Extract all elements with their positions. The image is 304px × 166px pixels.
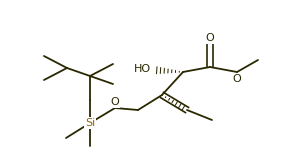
Text: HO: HO — [134, 64, 151, 74]
Text: O: O — [233, 74, 241, 84]
Text: O: O — [111, 97, 119, 107]
Text: Si: Si — [85, 118, 95, 128]
Text: O: O — [206, 33, 214, 43]
